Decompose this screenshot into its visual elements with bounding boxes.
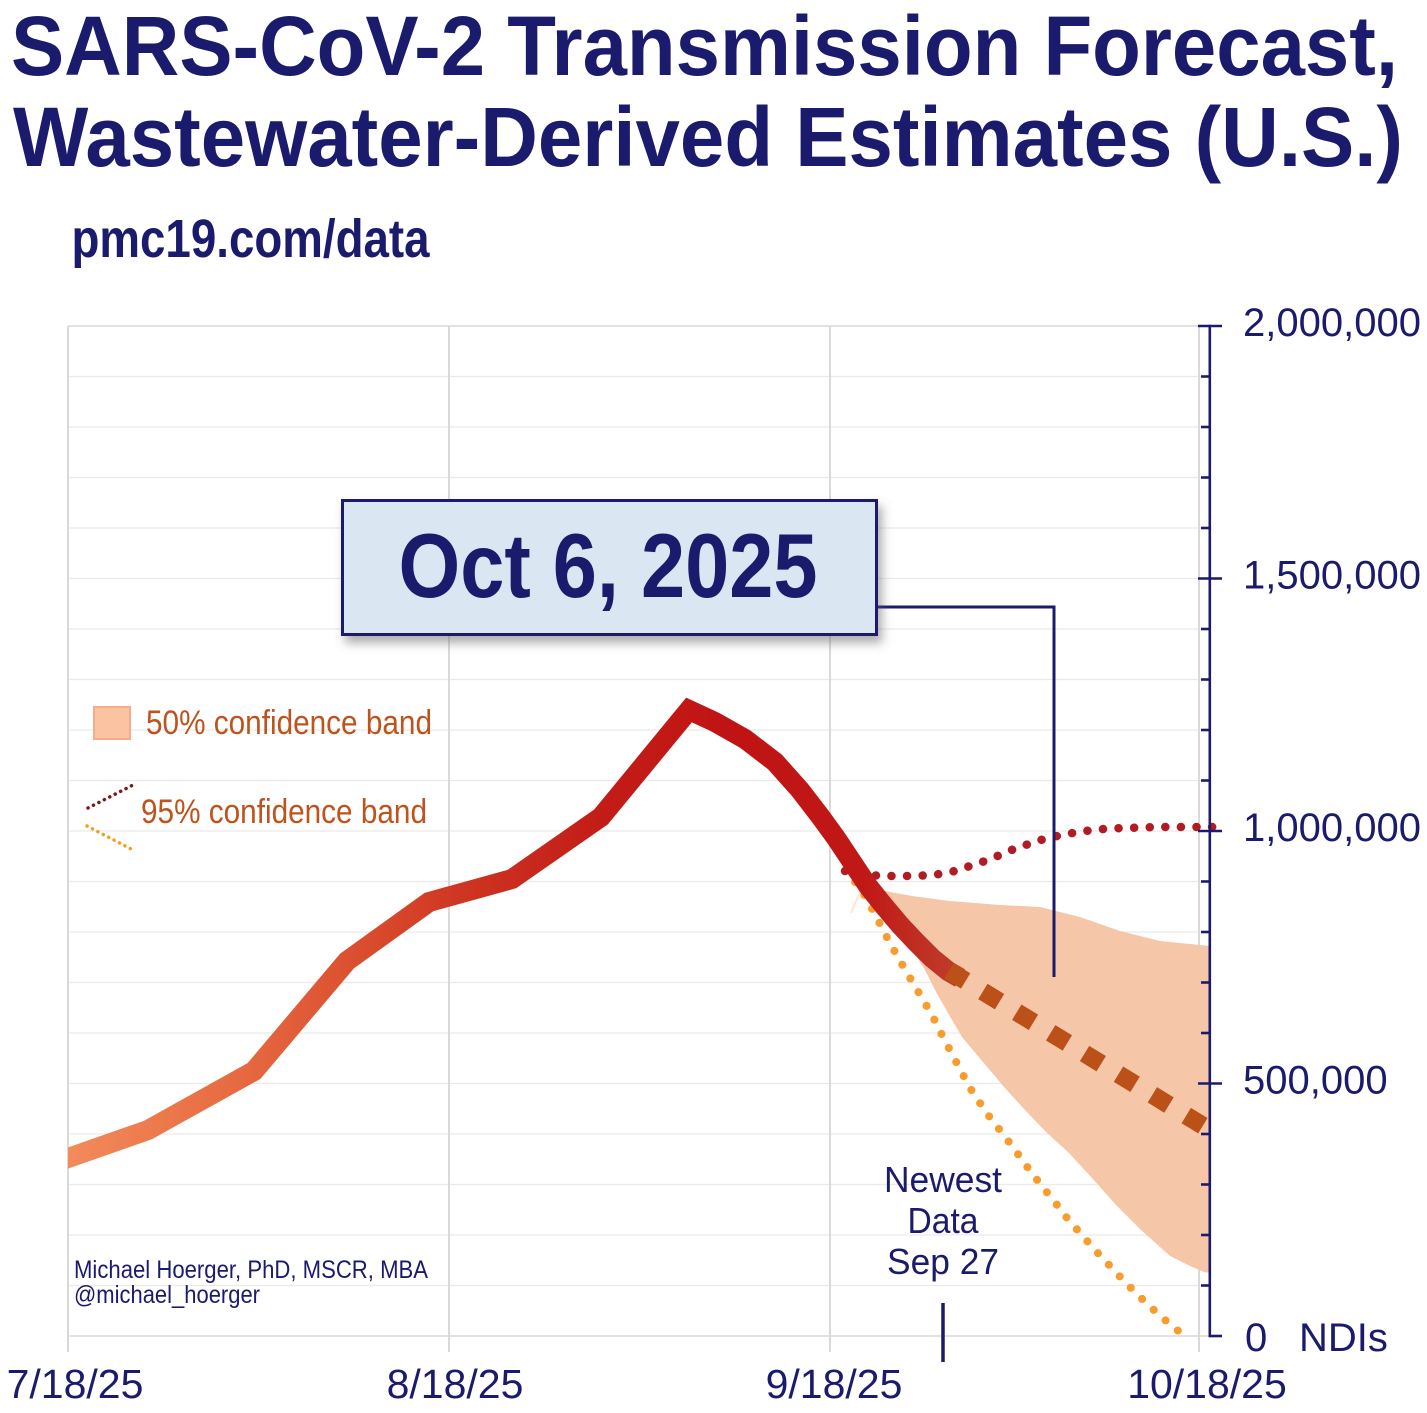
svg-text:1,500,000: 1,500,000 <box>1243 554 1421 598</box>
svg-text:SARS-CoV-2 Transmission Foreca: SARS-CoV-2 Transmission Forecast, <box>11 0 1398 93</box>
svg-text:95% confidence band: 95% confidence band <box>141 793 427 831</box>
svg-text:Wastewater-Derived Estimates (: Wastewater-Derived Estimates (U.S.) <box>13 90 1403 184</box>
svg-text:@michael_hoerger: @michael_hoerger <box>74 1281 260 1309</box>
svg-text:8/18/25: 8/18/25 <box>387 1361 524 1407</box>
svg-text:Oct 6, 2025: Oct 6, 2025 <box>399 516 818 617</box>
svg-text:Michael Hoerger, PhD, MSCR, MB: Michael Hoerger, PhD, MSCR, MBA <box>74 1256 428 1284</box>
svg-text:pmc19.com/data: pmc19.com/data <box>72 209 431 269</box>
svg-text:10/18/25: 10/18/25 <box>1127 1361 1287 1407</box>
svg-text:50% confidence band: 50% confidence band <box>146 704 432 742</box>
svg-text:500,000: 500,000 <box>1243 1059 1388 1103</box>
svg-text:Newest: Newest <box>884 1159 1002 1200</box>
svg-text:7/18/25: 7/18/25 <box>7 1361 144 1407</box>
svg-text:9/18/25: 9/18/25 <box>766 1361 903 1407</box>
svg-text:1,000,000: 1,000,000 <box>1243 806 1421 850</box>
svg-text:Data: Data <box>908 1200 980 1241</box>
svg-text:2,000,000: 2,000,000 <box>1243 301 1421 345</box>
svg-text:Sep 27: Sep 27 <box>887 1241 999 1282</box>
svg-text:NDIs: NDIs <box>1299 1316 1388 1360</box>
svg-text:0: 0 <box>1245 1316 1267 1360</box>
